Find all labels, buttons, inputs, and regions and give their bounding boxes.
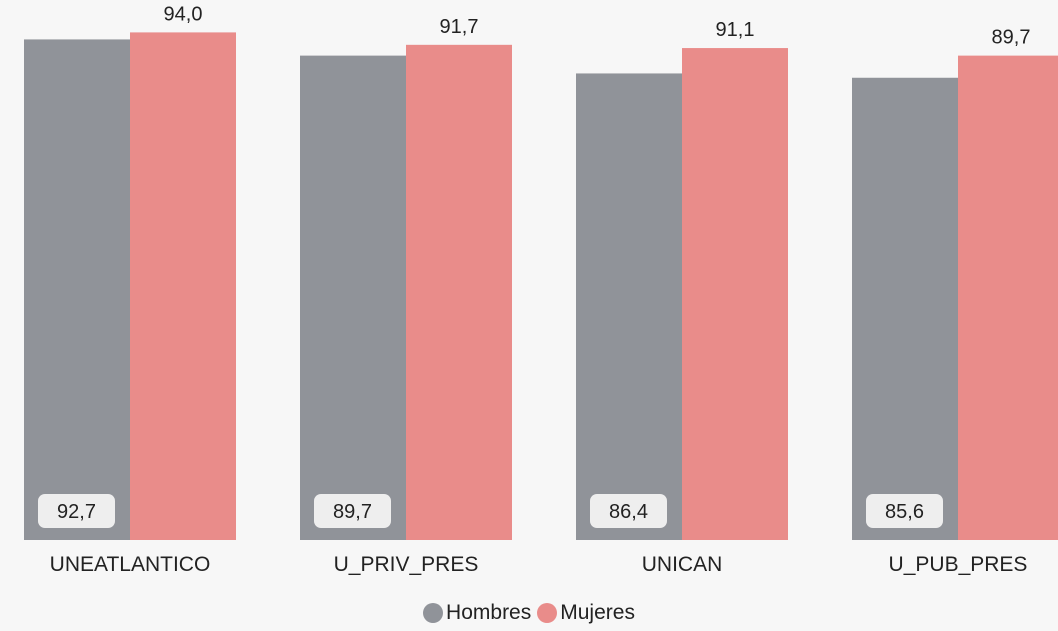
legend-item-hombres[interactable]: Hombres	[423, 601, 531, 625]
category-label-uneatlantico: UNEATLANTICO	[50, 553, 211, 576]
bar-mujeres-u-priv-pres[interactable]	[406, 44, 512, 540]
legend-dot-hombres-icon	[423, 603, 444, 623]
bar-hombres-uneatlantico[interactable]	[24, 39, 130, 541]
bar-hombres-u-priv-pres[interactable]	[300, 55, 406, 541]
data-label-hombres-unican: 86,4	[609, 501, 648, 523]
category-label-u-pub-pres: U_PUB_PRES	[889, 553, 1028, 576]
data-label-mujeres-u-priv-pres: 91,7	[440, 16, 479, 38]
data-label-hombres-u-priv-pres: 89,7	[333, 501, 372, 523]
category-label-unican: UNICAN	[642, 553, 723, 576]
bar-mujeres-uneatlantico[interactable]	[130, 32, 236, 541]
data-label-box-hombres-u-priv-pres	[314, 494, 391, 528]
data-label-hombres-u-pub-pres: 85,6	[885, 501, 924, 523]
bar-mujeres-u-pub-pres[interactable]	[958, 55, 1058, 541]
data-label-mujeres-uneatlantico: 94,0	[164, 3, 203, 25]
legend-dot-mujeres-icon	[537, 603, 558, 623]
data-label-box-hombres-u-pub-pres	[866, 494, 943, 528]
bar-mujeres-unican[interactable]	[682, 48, 788, 541]
legend-label-hombres: Hombres	[446, 601, 532, 624]
data-label-hombres-uneatlantico: 92,7	[57, 501, 96, 523]
data-label-mujeres-u-pub-pres: 89,7	[992, 27, 1031, 49]
legend: Hombres Mujeres	[0, 598, 1058, 628]
legend-label-mujeres: Mujeres	[560, 601, 635, 624]
bar-hombres-u-pub-pres[interactable]	[852, 77, 958, 540]
bar-hombres-unican[interactable]	[576, 73, 682, 540]
category-label-u-priv-pres: U_PRIV_PRES	[334, 553, 479, 576]
data-label-box-hombres-uneatlantico	[38, 494, 115, 528]
data-label-mujeres-unican: 91,1	[716, 19, 755, 41]
data-label-box-hombres-unican	[590, 494, 667, 528]
legend-item-mujeres[interactable]: Mujeres	[537, 601, 635, 625]
